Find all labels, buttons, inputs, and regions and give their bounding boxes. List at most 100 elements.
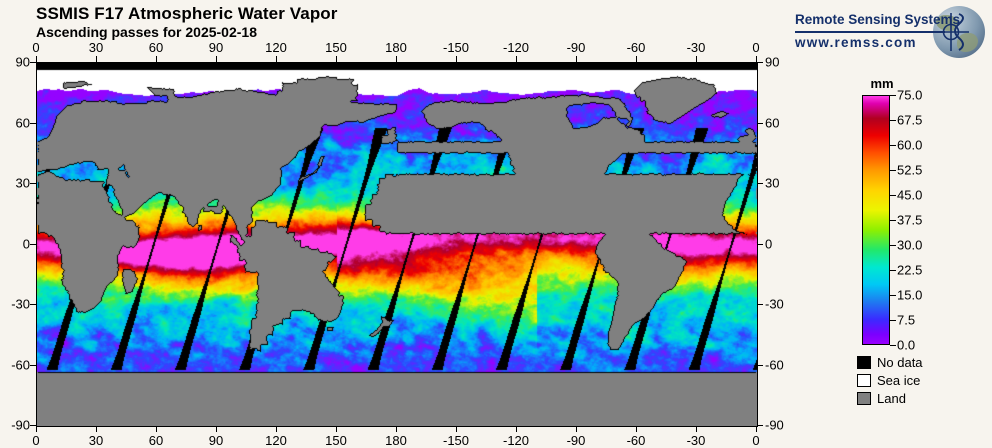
y-axis-label-right: -90	[765, 417, 784, 433]
x-axis-label-bottom: 60	[148, 433, 164, 448]
page-title: SSMIS F17 Atmospheric Water Vapor	[36, 4, 338, 23]
x-axis-label-bottom: 150	[325, 433, 347, 448]
y-axis-tick	[757, 122, 763, 124]
colorbar-tick	[890, 120, 896, 121]
colorbar-tick	[890, 245, 896, 246]
y-axis-label-right: 90	[765, 54, 780, 70]
x-axis-tick	[96, 56, 97, 62]
map-legend: No data Sea ice Land	[857, 355, 977, 409]
colorbar-tick	[890, 95, 896, 96]
y-axis-label-right: 0	[765, 236, 773, 251]
legend-item: Land	[857, 391, 977, 406]
y-axis-label-right: 30	[765, 175, 780, 191]
x-axis-label-bottom: 0	[32, 433, 40, 448]
x-axis-tick	[456, 426, 457, 432]
y-axis-label-left: 0	[22, 236, 30, 251]
y-axis-label-left: 30	[15, 175, 30, 191]
x-axis-label-bottom: -150	[442, 433, 470, 448]
x-axis-label-top: 120	[265, 40, 287, 55]
y-axis-label-left: -60	[11, 357, 30, 372]
colorbar-tick-label: 52.5	[897, 162, 923, 178]
x-axis-label-bottom: 90	[208, 433, 224, 448]
x-axis-label-bottom: -90	[566, 433, 586, 448]
map-plot-area[interactable]	[36, 62, 758, 427]
legend-swatch	[857, 356, 871, 369]
x-axis-label-bottom: 180	[385, 433, 407, 448]
x-axis-tick	[456, 56, 457, 62]
logo-company-name: Remote Sensing Systems	[795, 12, 961, 27]
y-axis-label-left: -30	[11, 296, 30, 312]
colorbar-tick-label: 45.0	[897, 187, 923, 203]
y-axis-label-left: -90	[11, 417, 30, 433]
colorbar-tick-label: 67.5	[897, 112, 923, 128]
colorbar-tick-label: 7.5	[897, 312, 916, 328]
colorbar	[862, 95, 890, 345]
x-axis-tick	[156, 426, 157, 432]
y-axis-label-left: 90	[15, 54, 30, 70]
colorbar-tick-label: 30.0	[897, 237, 923, 253]
x-axis-label-top: -30	[686, 40, 706, 55]
colorbar-tick	[890, 320, 896, 321]
x-axis-tick	[336, 426, 337, 432]
x-axis-tick	[276, 426, 277, 432]
x-axis-tick	[756, 426, 757, 432]
y-axis-tick	[757, 425, 763, 426]
colorbar-tick	[890, 145, 896, 146]
y-axis-tick	[30, 183, 36, 184]
x-axis-label-bottom: 120	[265, 433, 287, 448]
remss-logo[interactable]: Remote Sensing Systems www.remss.com	[795, 6, 987, 58]
colorbar-tick-label: 37.5	[897, 212, 923, 228]
legend-swatch	[857, 374, 871, 387]
x-axis-label-bottom: 30	[88, 433, 104, 448]
x-axis-tick	[36, 426, 37, 432]
x-axis-label-bottom: -30	[686, 433, 706, 448]
x-axis-label-top: -120	[502, 40, 530, 55]
y-axis-tick	[757, 364, 763, 366]
water-vapor-heatmap	[37, 63, 757, 426]
x-axis-tick	[216, 426, 217, 432]
colorbar-tick	[890, 220, 896, 221]
legend-label: Sea ice	[877, 373, 921, 388]
x-axis-tick	[36, 56, 37, 62]
y-axis-tick	[757, 304, 763, 305]
colorbar-tick-label: 75.0	[897, 87, 923, 103]
x-axis-label-bottom: 0	[752, 433, 760, 448]
x-axis-tick	[336, 56, 337, 62]
y-axis-tick	[30, 122, 36, 124]
colorbar-unit-label: mm	[870, 76, 894, 91]
x-axis-label-top: -60	[626, 40, 646, 55]
y-axis-tick	[30, 425, 36, 426]
colorbar-gradient	[862, 95, 890, 345]
colorbar-tick-label: 22.5	[897, 262, 923, 278]
x-axis-tick	[636, 56, 637, 62]
legend-item: Sea ice	[857, 373, 977, 388]
colorbar-tick	[890, 170, 896, 171]
y-axis-label-right: -30	[765, 296, 784, 312]
legend-label: No data	[877, 355, 923, 370]
x-axis-label-top: 0	[752, 40, 760, 55]
legend-swatch	[857, 392, 871, 405]
y-axis-label-left: 60	[15, 115, 30, 130]
x-axis-label-top: -150	[442, 40, 470, 55]
x-axis-tick	[576, 426, 577, 432]
x-axis-label-top: 30	[88, 40, 104, 55]
x-axis-tick	[516, 56, 517, 62]
x-axis-tick	[96, 426, 97, 432]
colorbar-tick	[890, 195, 896, 196]
logo-divider	[795, 31, 945, 33]
x-axis-tick	[696, 426, 697, 432]
x-axis-label-top: 60	[148, 40, 164, 55]
colorbar-tick	[890, 295, 896, 296]
y-axis-tick	[757, 183, 763, 184]
x-axis-tick	[636, 426, 637, 432]
y-axis-tick	[757, 62, 763, 63]
y-axis-tick	[30, 304, 36, 305]
colorbar-tick-label: 60.0	[897, 137, 923, 153]
x-axis-tick	[696, 56, 697, 62]
colorbar-tick	[890, 345, 896, 346]
x-axis-label-bottom: -120	[502, 433, 530, 448]
x-axis-label-top: -90	[566, 40, 586, 55]
x-axis-tick	[276, 56, 277, 62]
x-axis-label-top: 0	[32, 40, 40, 55]
